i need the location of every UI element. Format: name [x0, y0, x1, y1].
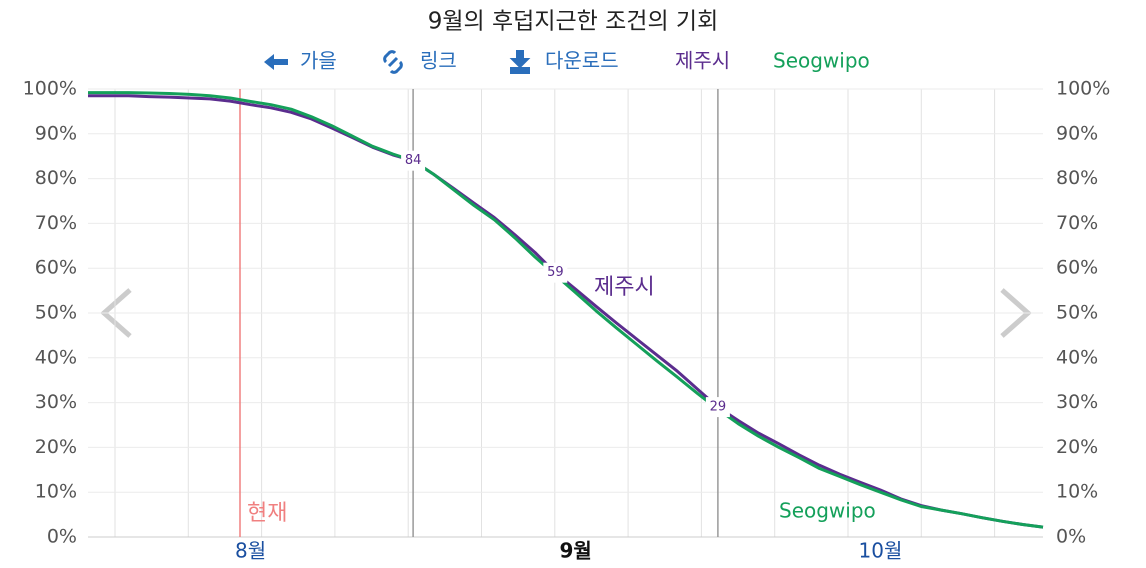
y2-tick-label: 10% — [1056, 481, 1098, 503]
y-tick-label: 80% — [35, 167, 77, 189]
annotation-bg — [401, 150, 426, 171]
legend-entry[interactable]: 제주시 — [675, 49, 730, 73]
y2-tick-label: 100% — [1056, 78, 1110, 100]
series-label: 제주시 — [594, 275, 655, 300]
x-tick-label: 10월 — [859, 539, 903, 563]
chart-title: 9월의 후덥지근한 조건의 기회 — [428, 9, 719, 35]
y2-tick-label: 40% — [1056, 346, 1098, 368]
toolbar-button[interactable]: 가을 — [300, 49, 337, 73]
x-tick-label: 9월 — [559, 539, 591, 563]
series-line — [88, 94, 1044, 529]
toolbar-button[interactable]: 다운로드 — [545, 49, 619, 73]
toolbar: 가을 링크 다운로드 — [264, 49, 619, 74]
y2-tick-label: 0% — [1056, 526, 1086, 548]
link-icon[interactable] — [383, 50, 403, 74]
annotation-label: 29 — [710, 400, 727, 415]
y2-tick-label: 80% — [1056, 167, 1098, 189]
annotation-bg — [543, 262, 568, 283]
y-tick-label: 10% — [35, 481, 77, 503]
y2-tick-label: 20% — [1056, 436, 1098, 458]
y-tick-label: 90% — [35, 122, 77, 144]
toolbar-button[interactable]: 링크 — [420, 49, 457, 73]
y-tick-label: 0% — [47, 526, 77, 548]
annotation-label: 84 — [405, 153, 422, 168]
x-tick-label: 8월 — [235, 539, 266, 563]
y2-tick-label: 50% — [1056, 302, 1098, 324]
download-icon[interactable] — [509, 50, 531, 74]
y-tick-label: 50% — [35, 302, 77, 324]
legend-entry[interactable]: Seogwipo — [773, 49, 870, 73]
y-tick-label: 40% — [35, 346, 77, 368]
y-tick-label: 60% — [35, 257, 77, 279]
y-tick-label: 100% — [23, 78, 77, 100]
y-tick-label: 30% — [35, 391, 77, 413]
annotation-bg — [705, 397, 730, 418]
series-line — [88, 91, 1044, 529]
y-tick-label: 70% — [35, 212, 77, 234]
y2-tick-label: 90% — [1056, 122, 1098, 144]
y2-tick-label: 60% — [1056, 257, 1098, 279]
y2-tick-label: 70% — [1056, 212, 1098, 234]
y2-tick-label: 30% — [1056, 391, 1098, 413]
series-label: Seogwipo — [779, 499, 876, 523]
y-tick-label: 20% — [35, 436, 77, 458]
back-icon[interactable] — [264, 54, 288, 70]
annotation-label: 59 — [547, 265, 564, 280]
now-label: 현재 — [247, 501, 287, 526]
